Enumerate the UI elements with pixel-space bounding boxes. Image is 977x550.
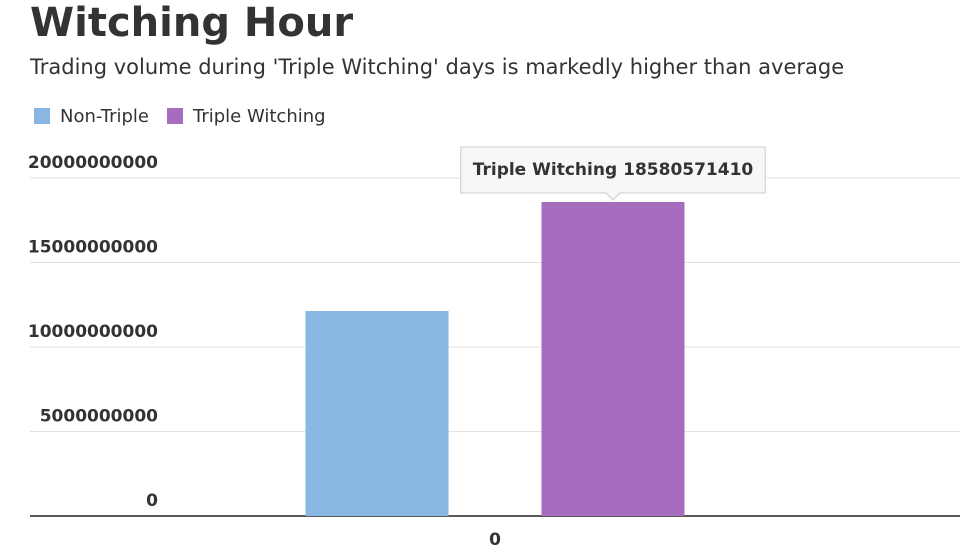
chart-title: Witching Hour: [30, 0, 353, 46]
legend-swatch: [166, 108, 183, 124]
legend-label: Non-Triple: [60, 106, 149, 127]
legend-label: Triple Witching: [192, 106, 326, 127]
chart-subtitle: Trading volume during 'Triple Witching' …: [29, 55, 844, 79]
y-tick-label: 15000000000: [28, 238, 158, 258]
bar: [541, 201, 685, 516]
tooltip: Triple Witching 18580571410: [460, 146, 766, 201]
y-tick-label: 20000000000: [28, 153, 158, 173]
tooltip-value: 18580571410: [623, 160, 753, 180]
tooltip-box: [460, 146, 766, 201]
tooltip-series: Triple Witching: [473, 160, 617, 180]
y-tick-label: 10000000000: [28, 322, 158, 342]
legend-swatch: [34, 108, 50, 124]
bar: [305, 311, 449, 516]
y-tick-label: 5000000000: [40, 407, 158, 427]
x-tick-label: 0: [489, 530, 501, 550]
y-tick-label: 0: [146, 491, 158, 511]
